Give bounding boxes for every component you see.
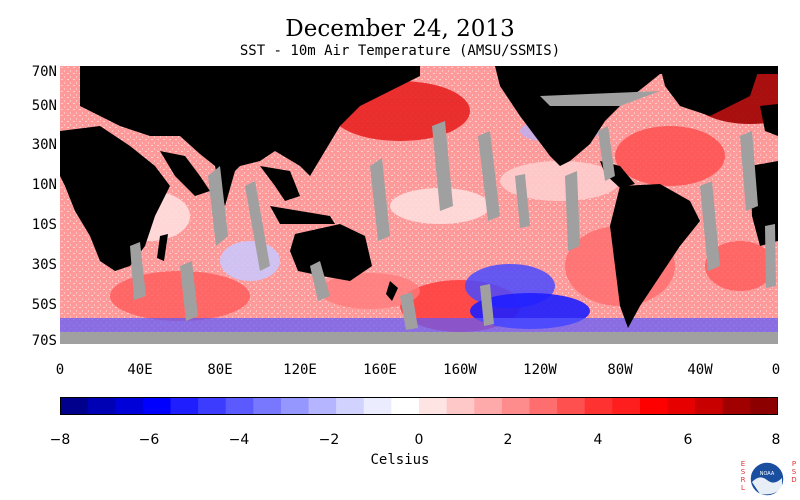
colorbar-tick-label: −8 (49, 432, 71, 448)
colorbar-swatch (501, 397, 530, 415)
colorbar-tick-label: 2 (503, 432, 513, 448)
lon-label: 120W (523, 362, 557, 378)
colorbar-swatch (391, 397, 420, 415)
colorbar-border (60, 397, 778, 415)
colorbar-swatch (695, 397, 724, 415)
colorbar-swatch (667, 397, 696, 415)
colorbar-swatch (60, 397, 89, 415)
colorbar-tick-label: −4 (228, 432, 250, 448)
colorbar-tick-label: −2 (318, 432, 340, 448)
lat-label: 70N (31, 64, 57, 80)
lon-label: 160E (363, 362, 397, 378)
noaa-logo: NOAA (749, 461, 784, 497)
colorbar-swatch (142, 397, 171, 415)
lat-label: 50N (31, 98, 57, 114)
land-masses (60, 66, 778, 328)
lat-label: 30N (31, 137, 57, 153)
colorbar-swatch (253, 397, 282, 415)
colorbar-swatch (115, 397, 144, 415)
map-subtitle: SST - 10m Air Temperature (AMSU/SSMIS) (239, 43, 561, 59)
colorbar-swatch (419, 397, 448, 415)
lon-label: 40W (687, 362, 713, 378)
lon-label: 120E (283, 362, 317, 378)
lon-label: 160W (443, 362, 477, 378)
colorbar-swatch (336, 397, 365, 415)
colorbar-tick-label: 6 (683, 432, 693, 448)
lat-label: 70S (31, 333, 57, 349)
lat-label: 50S (31, 297, 57, 313)
colorbar-swatch (750, 397, 778, 415)
colorbar-swatch (722, 397, 751, 415)
antarctic-no-data (60, 332, 778, 344)
colorbar-swatch (308, 397, 337, 415)
colorbar-tick-label: −6 (138, 432, 160, 448)
colorbar-swatch (170, 397, 199, 415)
colorbar-swatch (280, 397, 310, 415)
noaa-text: NOAA (760, 471, 775, 477)
satellite-swath-gaps (130, 91, 776, 330)
colorbar-swatch (639, 397, 669, 415)
colorbar-swatch (225, 397, 254, 415)
colorbar-swatch (529, 397, 558, 415)
colorbar-swatch (584, 397, 613, 415)
lon-label: 80W (607, 362, 633, 378)
sst-anomaly-map (60, 66, 778, 344)
lat-label: 30S (31, 257, 57, 273)
lon-label: 80E (207, 362, 233, 378)
lat-label: 10N (31, 177, 57, 193)
colorbar-swatch (557, 397, 586, 415)
colorbar-tick-label: 4 (593, 432, 603, 448)
colorbar-swatch (198, 397, 227, 415)
lon-label: 0 (55, 362, 65, 378)
colorbar-swatch (446, 397, 475, 415)
colorbar-swatch (612, 397, 641, 415)
map-title: December 24, 2013 (285, 16, 515, 42)
colorbar-tick-label: 8 (771, 432, 781, 448)
southern-ocean-band (60, 318, 778, 332)
lat-label: 10S (31, 217, 57, 233)
lon-label: 40E (127, 362, 153, 378)
colorbar-swatch (363, 397, 392, 415)
colorbar-units: Celsius (370, 452, 430, 468)
lon-label: 0 (771, 362, 781, 378)
colorbar-swatch (474, 397, 503, 415)
colorbar (60, 397, 778, 415)
colorbar-tick-label: 0 (414, 432, 424, 448)
colorbar-swatch (87, 397, 116, 415)
